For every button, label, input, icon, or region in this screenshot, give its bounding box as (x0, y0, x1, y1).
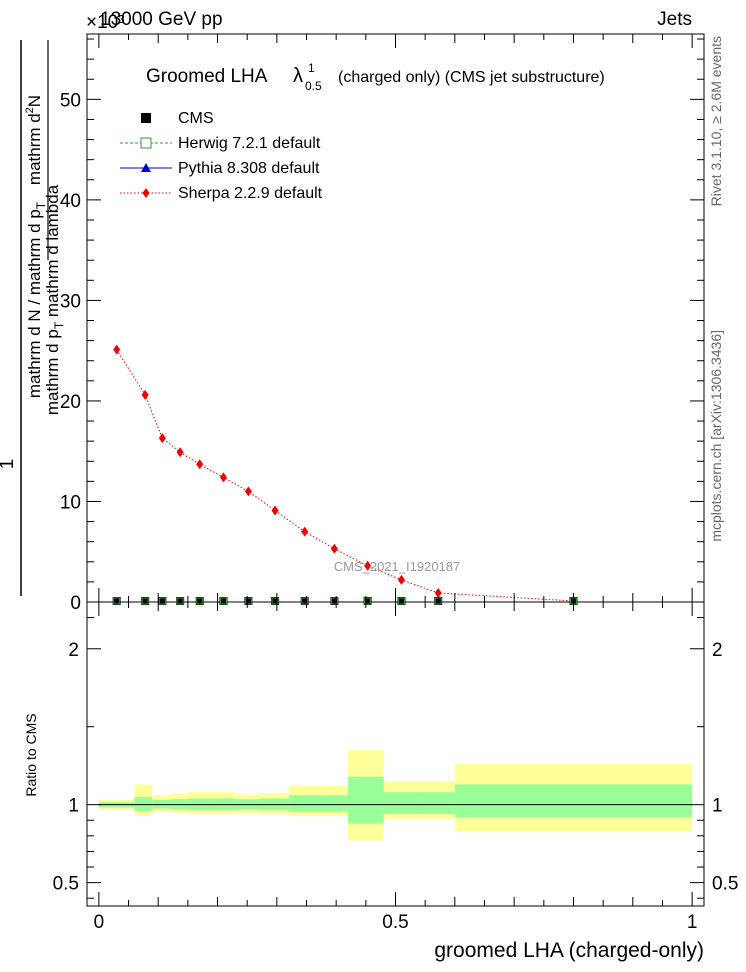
sherpa-point (364, 560, 372, 571)
rivet-label: Rivet 3.1.10, ≥ 2.6M events (708, 36, 724, 206)
cms-point (397, 596, 406, 605)
x-axis-label: groomed LHA (charged-only) (434, 939, 704, 962)
energy-label: 13000 GeV pp (100, 9, 223, 30)
sherpa-point (158, 433, 166, 444)
cms-point (434, 596, 443, 605)
cms-point (195, 596, 204, 605)
legend-label: CMS (178, 110, 214, 127)
ratio-ytick-label: 2 (68, 640, 79, 661)
herwig-point (434, 597, 442, 605)
legend-entry-0: CMS (141, 110, 214, 127)
ratio-band-inner-8 (288, 795, 322, 812)
title-sub: 0.5 (305, 79, 322, 93)
herwig-point (141, 597, 149, 605)
ratio-band-inner-13 (454, 784, 693, 818)
title-sup: 1 (308, 61, 315, 75)
legend-marker-herwig (140, 137, 152, 149)
main-ytick-label: 0 (70, 593, 81, 614)
herwig-point (113, 597, 121, 605)
main-ytick-label: 50 (60, 90, 81, 111)
sherpa-point (141, 389, 149, 400)
herwig-point (196, 597, 204, 605)
ratio-ytick-label: 1 (68, 796, 79, 817)
xtick-label: 0.5 (382, 912, 408, 933)
herwig-point (330, 597, 338, 605)
sherpa-point (330, 543, 338, 554)
plot-title: Groomed LHA λ 1 0.5 (charged only) (CMS … (146, 61, 605, 93)
herwig-point (364, 597, 372, 605)
ratio-band-inner-10 (348, 776, 384, 824)
xtick-label: 1 (687, 912, 698, 933)
sherpa-point (219, 472, 227, 483)
cms-point (363, 596, 372, 605)
axes-ticks: 0 10 20 30 40 50 0 0.5 1 0.5 0.5 1 1 2 2 (53, 34, 738, 933)
legend: CMS Herwig 7.2.1 default Pythia 8.308 defa… (120, 110, 323, 202)
herwig-point (244, 597, 252, 605)
legend-entry-3: Sherpa 2.2.9 default (120, 185, 323, 202)
cms-point (112, 596, 121, 605)
main-ytick-label: 30 (60, 291, 81, 312)
ratio-ytick-label: 0.5 (53, 874, 79, 895)
legend-label: Herwig 7.2.1 default (178, 135, 321, 152)
ylabel-numerator: mathrm d2N (24, 95, 44, 185)
sherpa-point (434, 587, 442, 598)
main-ytick-label: 40 (60, 191, 81, 212)
sherpa-point (301, 526, 309, 537)
process-label: Jets (657, 9, 692, 30)
sherpa-point (271, 505, 279, 516)
legend-label: Pythia 8.308 default (178, 160, 320, 177)
cms-point (330, 596, 339, 605)
cms-point (141, 596, 150, 605)
sherpa-point (113, 344, 121, 355)
svg-text:Groomed LHA: Groomed LHA (146, 66, 268, 87)
ratio-band-inner-11 (383, 792, 420, 815)
main-y-axis-label: 1 mathrm d N / mathrm d pT mathrm d2N ma… (0, 40, 66, 596)
ratio-y-axis-label: Ratio to CMS (23, 713, 39, 796)
xtick-label: 0 (94, 912, 105, 933)
cms-point (300, 596, 309, 605)
ratio-band-inner-9 (321, 795, 349, 812)
watermark: CMS_2021_I1920187 (334, 559, 461, 574)
herwig-point (158, 597, 166, 605)
cms-point (176, 596, 185, 605)
ratio-band-inner-12 (419, 792, 455, 815)
cms-point (271, 596, 280, 605)
herwig-point (397, 597, 405, 605)
sherpa-point (176, 447, 184, 458)
herwig-point (219, 597, 227, 605)
ylabel-one: 1 (0, 459, 18, 470)
main-series (112, 344, 578, 606)
title-lambda: λ (293, 65, 303, 87)
legend-marker-pythia (141, 163, 151, 172)
sherpa-point (244, 486, 252, 497)
ratio-ytick-label-right: 1 (712, 796, 723, 817)
cms-point (158, 596, 167, 605)
ylabel-denominator: mathrm d N / mathrm d pT (25, 201, 48, 398)
ratio-plot-frame (86, 601, 705, 907)
legend-label: Sherpa 2.2.9 default (178, 185, 323, 202)
sherpa-line (116, 349, 574, 602)
exponent-label: ×10³ (86, 12, 125, 33)
title-suffix: (charged only) (CMS jet substructure) (338, 69, 605, 86)
ratio-bands (98, 750, 693, 841)
legend-entry-1: Herwig 7.2.1 default (120, 135, 321, 152)
herwig-point (271, 597, 279, 605)
sherpa-point (397, 574, 405, 585)
title-main: Groomed LHA (146, 66, 268, 87)
cms-point (219, 596, 228, 605)
sherpa-point (196, 459, 204, 470)
legend-marker-cms (141, 113, 151, 123)
legend-entry-2: Pythia 8.308 default (120, 160, 320, 177)
ratio-ytick-label-right: 2 (712, 640, 723, 661)
herwig-point (301, 597, 309, 605)
ratio-band-inner-1 (134, 796, 153, 811)
main-ytick-label: 20 (60, 392, 81, 413)
legend-marker-sherpa (142, 188, 150, 198)
herwig-point (176, 597, 184, 605)
main-ytick-label: 10 (60, 492, 81, 513)
ratio-ytick-label-right: 0.5 (712, 874, 738, 895)
cms-point (244, 596, 253, 605)
mcplots-label: mcplots.cern.ch [arXiv:1306.3436] (708, 330, 724, 542)
